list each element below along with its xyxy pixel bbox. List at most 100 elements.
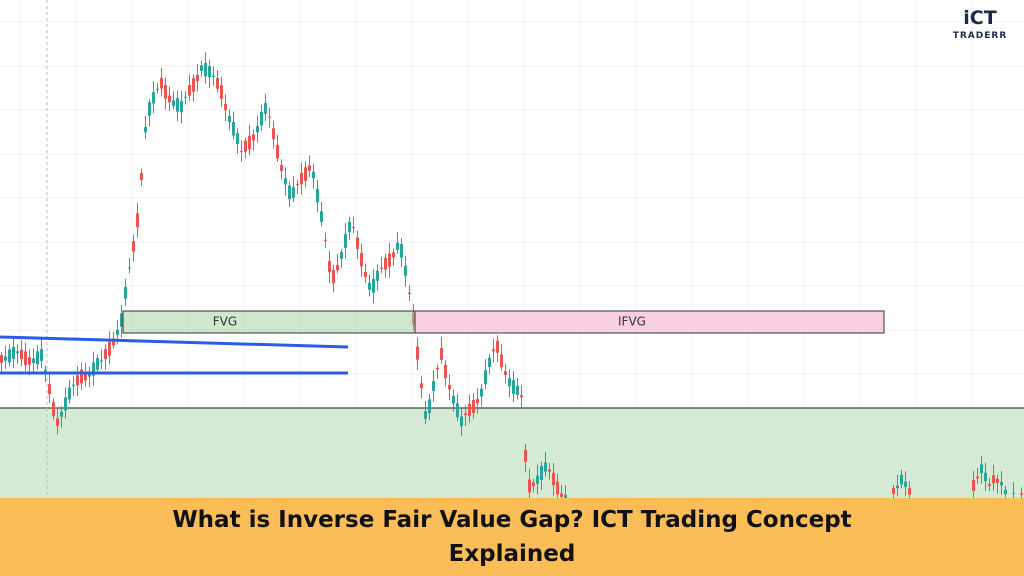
candle-body	[304, 167, 307, 181]
candle-body	[556, 481, 559, 495]
candle-body	[312, 171, 315, 179]
trend-line	[0, 335, 349, 349]
candle-body	[384, 258, 387, 270]
ifvg-label: IFVG	[618, 315, 646, 329]
candle-body	[532, 482, 535, 487]
candle-body	[220, 85, 223, 99]
candle-body	[156, 88, 159, 90]
candle-body	[176, 98, 179, 112]
candle-body	[364, 272, 367, 278]
candle-body	[116, 329, 119, 335]
candle-body	[40, 349, 43, 361]
banner-title: What is Inverse Fair Value Gap? ICT Trad…	[172, 507, 852, 567]
candle-body	[892, 488, 895, 494]
candle-body	[108, 341, 111, 356]
candle-body	[80, 369, 83, 384]
candle-body	[480, 388, 483, 397]
candle-body	[348, 221, 351, 233]
candle-body	[164, 84, 167, 99]
candle-body	[276, 144, 279, 159]
candle-body	[308, 165, 311, 171]
candle-body	[544, 462, 547, 472]
candle-body	[268, 116, 271, 118]
candle-body	[136, 213, 139, 228]
demand-zone	[0, 408, 1024, 498]
candle-body	[512, 380, 515, 395]
candle-body	[316, 188, 319, 203]
candle-body	[252, 134, 255, 141]
candle-body	[180, 101, 183, 113]
candle-body	[324, 239, 327, 241]
candle-body	[352, 227, 355, 229]
candle-body	[192, 78, 195, 92]
candle-body	[380, 267, 383, 269]
candle-body	[1012, 492, 1015, 494]
candle-body	[444, 364, 447, 378]
candle-body	[1004, 489, 1007, 495]
candle-body	[100, 360, 103, 362]
candle-body	[336, 264, 339, 271]
candle-body	[224, 103, 227, 111]
candle-body	[988, 484, 991, 486]
candle-body	[456, 403, 459, 418]
candle-body	[424, 411, 427, 419]
candle-body	[516, 385, 519, 395]
candle-body	[488, 357, 491, 368]
candle-body	[112, 338, 115, 346]
logo-name: TRADERR	[953, 31, 1008, 41]
candle-body	[172, 100, 175, 106]
candle-body	[896, 485, 899, 489]
candle-body	[540, 466, 543, 480]
candle-body	[248, 135, 251, 150]
candle-body	[472, 399, 475, 413]
candle-body	[260, 111, 263, 126]
candle-body	[68, 387, 71, 400]
candle-body	[340, 251, 343, 259]
candle-body	[56, 418, 59, 426]
candle-body	[972, 480, 975, 491]
candle-body	[232, 121, 235, 136]
candle-body	[188, 85, 191, 96]
candle-body	[520, 395, 523, 398]
candle-body	[272, 128, 275, 140]
candle-body	[144, 127, 147, 133]
candle-body	[332, 270, 335, 284]
candle-body	[196, 74, 199, 82]
candle-body	[264, 103, 267, 114]
candle-body	[508, 378, 511, 387]
candle-body	[228, 116, 231, 123]
candle-body	[984, 472, 987, 481]
candle-body	[244, 140, 247, 152]
candle-body	[1000, 482, 1003, 486]
candle-body	[328, 261, 331, 273]
candle-body	[140, 173, 143, 180]
candle-body	[492, 349, 495, 352]
candle-body	[24, 351, 27, 366]
candle-body	[416, 346, 419, 360]
candle-body	[36, 351, 39, 365]
candle-body	[500, 354, 503, 368]
candles	[0, 52, 1023, 498]
candle-body	[72, 384, 75, 387]
fvg-box	[122, 310, 416, 334]
candle-body	[428, 399, 431, 414]
logo-mark: iCT	[963, 7, 996, 29]
candle-body	[1020, 493, 1023, 495]
candle-body	[476, 398, 479, 404]
candle-body	[908, 488, 911, 495]
candle-body	[536, 475, 539, 484]
candle-body	[420, 383, 423, 388]
candle-body	[980, 464, 983, 474]
candle-body	[92, 362, 95, 376]
candle-body	[204, 63, 207, 77]
fvg-label: FVG	[213, 315, 237, 329]
candle-body	[356, 237, 359, 249]
candle-body	[392, 252, 395, 258]
candle-body	[292, 187, 295, 198]
chart-image: FVG IFVG iCT TRADERR	[0, 0, 1024, 498]
candle-body	[184, 96, 187, 98]
candle-body	[28, 357, 31, 365]
candle-body	[8, 349, 11, 363]
candle-body	[996, 479, 999, 484]
